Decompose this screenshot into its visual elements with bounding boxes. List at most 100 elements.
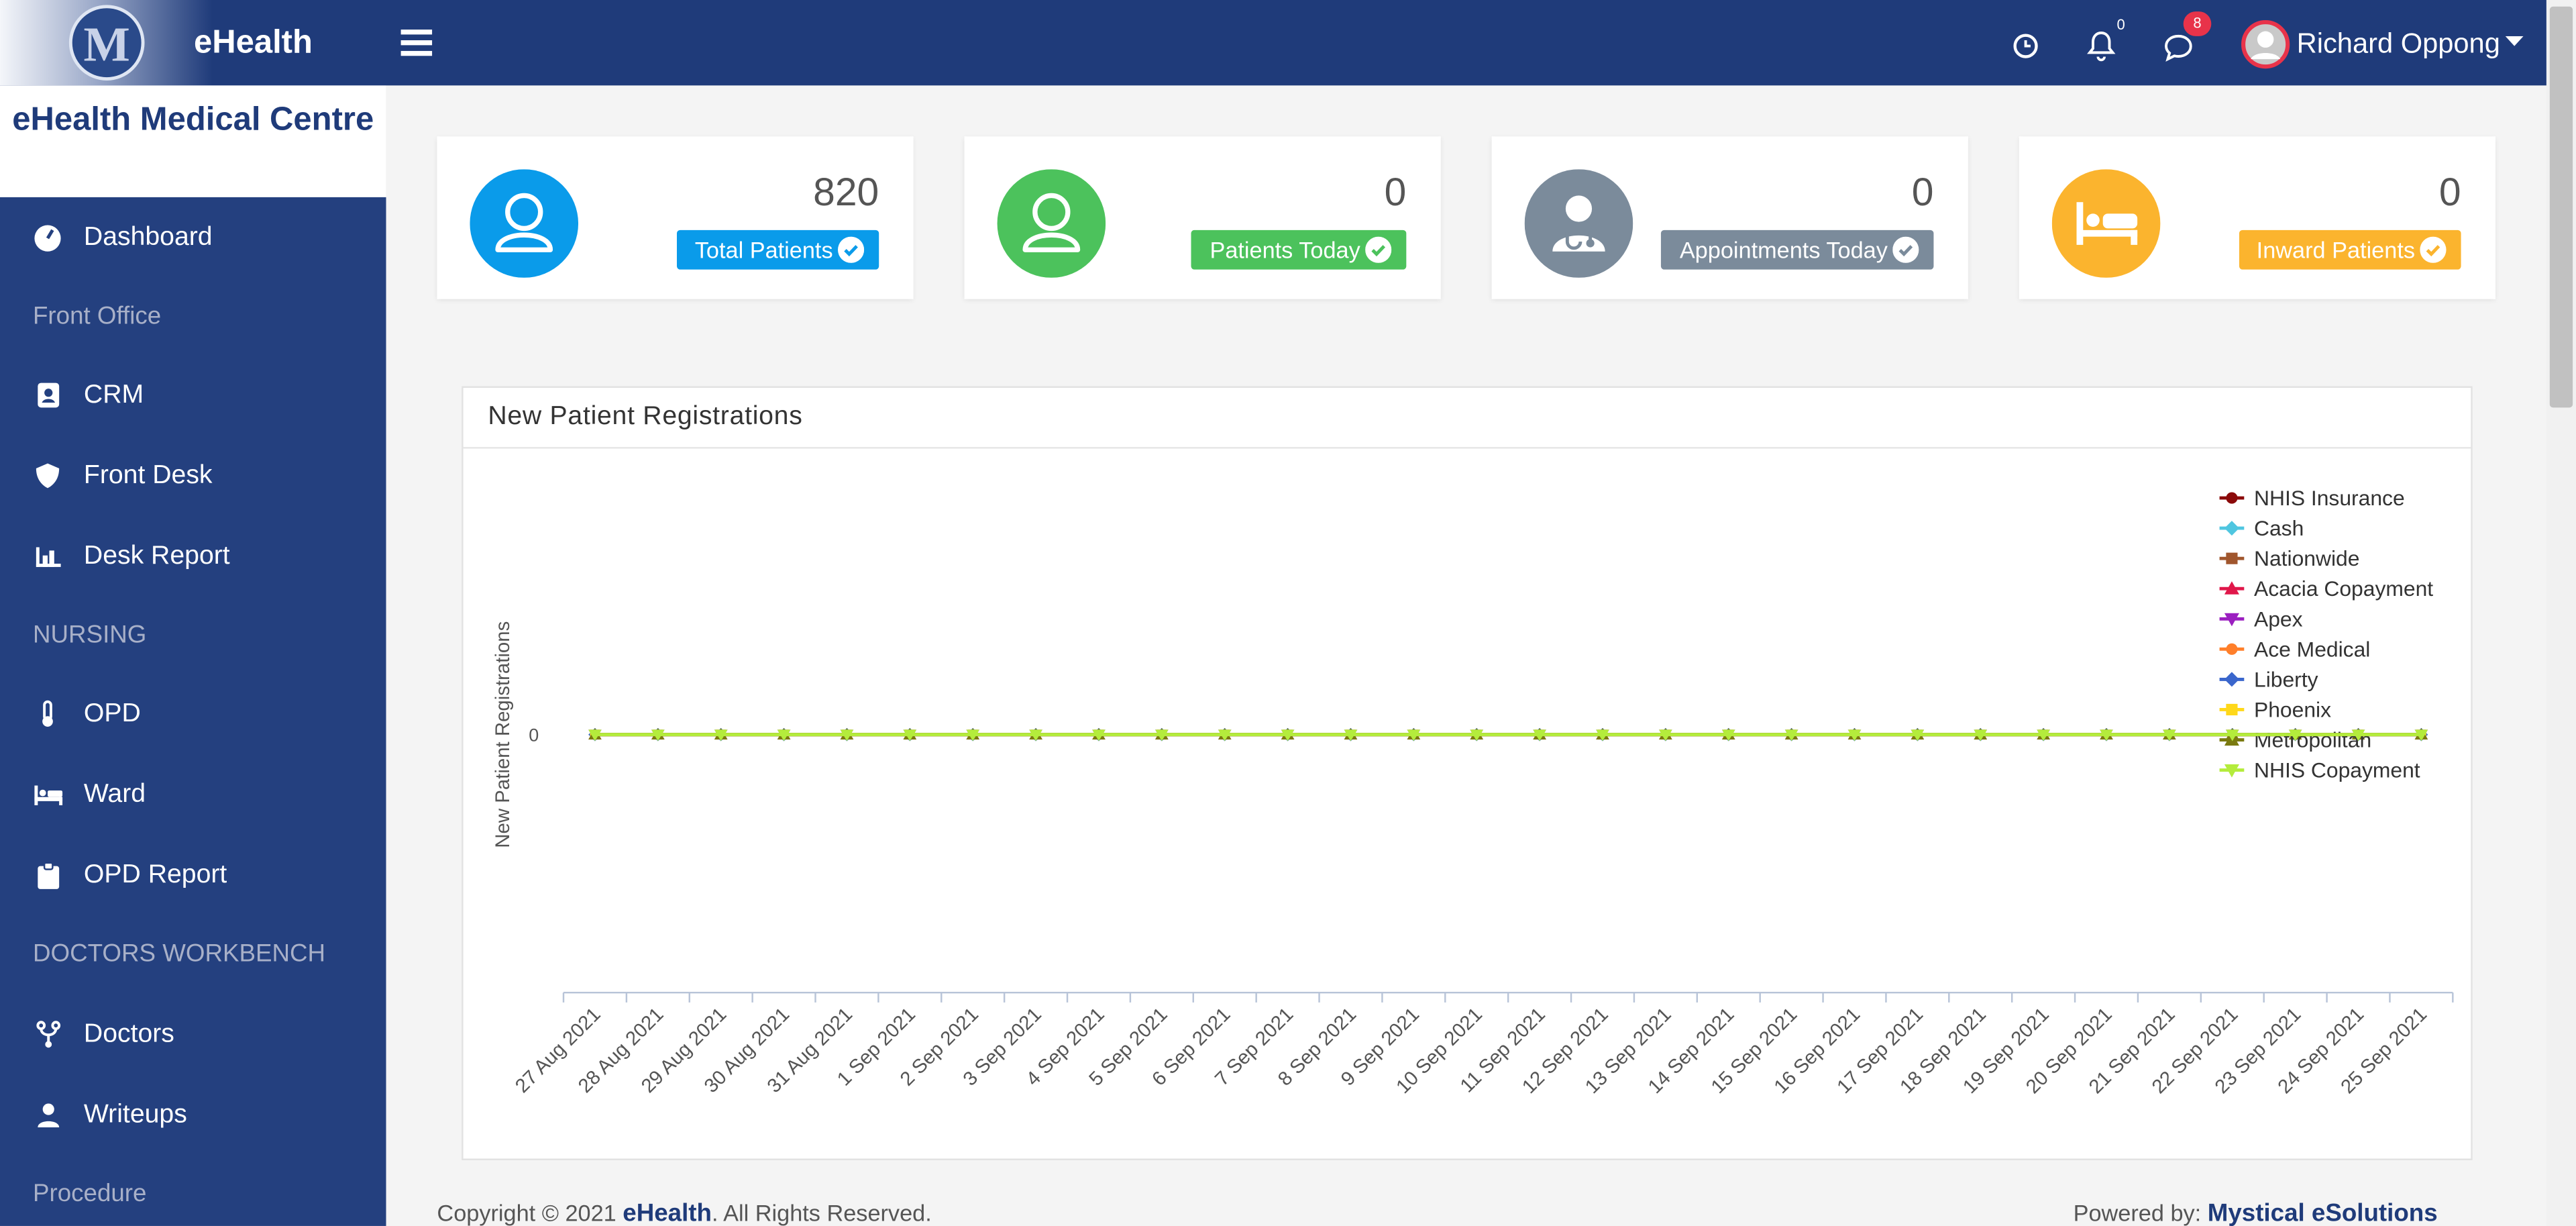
nav-item[interactable]: Ward <box>83 780 146 809</box>
card-value: 820 <box>813 170 879 215</box>
legend-marker <box>2226 703 2238 716</box>
legend-marker <box>2224 581 2239 595</box>
sidebar <box>0 85 386 1226</box>
rights-text: . All Rights Reserved. <box>711 1199 932 1226</box>
nav-item[interactable]: CRM <box>83 381 144 409</box>
legend-marker <box>2224 672 2239 687</box>
legend-label: NHIS Copayment <box>2254 758 2420 782</box>
marker <box>1596 729 1609 742</box>
card-badge[interactable]: Appointments Today <box>1661 229 1934 270</box>
marker <box>966 729 980 742</box>
marker <box>1847 729 1862 742</box>
menu-toggle[interactable] <box>400 28 434 58</box>
marker <box>2163 729 2176 742</box>
nav-section: Procedure <box>32 1180 147 1209</box>
chart-title: New Patient Registrations <box>488 403 803 431</box>
card-badge[interactable]: Inward Patients <box>2238 229 2461 270</box>
marker <box>1911 729 1925 742</box>
nav-icon <box>36 463 60 489</box>
legend-label: Liberty <box>2254 667 2318 691</box>
chat-icon[interactable] <box>2162 32 2195 64</box>
avatar[interactable] <box>2241 19 2290 69</box>
clock-icon[interactable] <box>2011 32 2041 61</box>
marker <box>1218 729 1232 742</box>
powered-text: Powered by: <box>2073 1199 2202 1226</box>
nav-icon <box>42 700 53 727</box>
legend-marker <box>2226 552 2238 564</box>
logo: M <box>68 5 145 81</box>
y-axis-label: New Patient Registrations <box>492 621 514 848</box>
legend-label: Metropolitan <box>2254 728 2371 752</box>
marker <box>1784 729 1799 742</box>
legend-marker <box>2226 492 2238 504</box>
card-value: 0 <box>1384 170 1407 215</box>
marker <box>903 729 917 742</box>
stat-card: 0 Inward Patients <box>2019 136 2496 299</box>
marker <box>1533 729 1546 742</box>
nav-section: Front Office <box>32 302 162 331</box>
user-caret[interactable] <box>2505 36 2524 48</box>
legend-marker <box>2224 521 2239 536</box>
stat-card: 820 Total Patients <box>437 136 914 299</box>
marker <box>1721 729 1735 742</box>
check-icon <box>1892 236 1919 263</box>
marker <box>1029 729 1042 742</box>
marker <box>2037 729 2050 742</box>
nav-icon <box>36 547 61 567</box>
chart-panel <box>462 386 2473 1160</box>
legend-label: Cash <box>2254 516 2304 540</box>
marker <box>1155 729 1169 742</box>
svg-text:M: M <box>84 17 130 72</box>
marker <box>777 729 791 742</box>
legend-marker <box>2224 764 2239 778</box>
marker <box>1281 729 1295 742</box>
marker <box>714 729 728 742</box>
check-icon <box>837 236 865 263</box>
card-icon <box>1524 169 1633 278</box>
legend-label: Nationwide <box>2254 546 2359 570</box>
marker <box>2225 729 2239 742</box>
brand[interactable]: eHealth <box>193 24 313 61</box>
stat-card: 0 Patients Today <box>964 136 1441 299</box>
nav-icon <box>34 225 61 252</box>
nav-icon <box>38 382 60 408</box>
scrollbar-thumb[interactable] <box>2549 6 2573 408</box>
legend-label: NHIS Insurance <box>2254 486 2405 510</box>
marker <box>2288 729 2302 742</box>
nav-item[interactable]: Dashboard <box>83 223 213 252</box>
sidebar-title: eHealth Medical Centre <box>0 85 386 197</box>
marker <box>1407 729 1421 742</box>
marker <box>1974 729 1988 742</box>
card-badge[interactable]: Total Patients <box>676 229 879 270</box>
marker <box>840 729 854 742</box>
user-name[interactable]: Richard Oppong <box>2296 28 2500 60</box>
footer-brand[interactable]: eHealth <box>623 1199 712 1226</box>
card-value: 0 <box>1911 170 1934 215</box>
copyright-text: Copyright © 2021 <box>437 1199 616 1226</box>
footer-powered: Powered by: Mystical eSolutions <box>2074 1200 2438 1226</box>
nav-item[interactable]: Desk Report <box>83 542 230 570</box>
footer-company[interactable]: Mystical eSolutions <box>2207 1199 2438 1226</box>
legend-label: Apex <box>2254 607 2303 631</box>
marker <box>651 729 665 742</box>
nav-section: DOCTORS WORKBENCH <box>32 939 326 968</box>
nav-item[interactable]: Front Desk <box>83 462 213 490</box>
logo-area <box>0 0 386 86</box>
legend-marker <box>2226 643 2238 655</box>
marker <box>588 729 602 742</box>
check-icon <box>1365 236 1392 263</box>
card-badge[interactable]: Patients Today <box>1191 229 1407 270</box>
marker <box>1470 729 1484 742</box>
legend-label: Acacia Copayment <box>2254 576 2433 601</box>
y-tick-label: 0 <box>529 725 539 745</box>
bell-icon[interactable] <box>2085 30 2118 62</box>
nav-item[interactable]: Doctors <box>83 1020 174 1049</box>
nav-icon <box>36 1021 61 1048</box>
nav-item[interactable]: Writeups <box>83 1101 187 1129</box>
card-icon <box>2051 169 2161 278</box>
nav-item[interactable]: OPD Report <box>83 861 227 889</box>
nav-item[interactable]: OPD <box>83 700 141 728</box>
